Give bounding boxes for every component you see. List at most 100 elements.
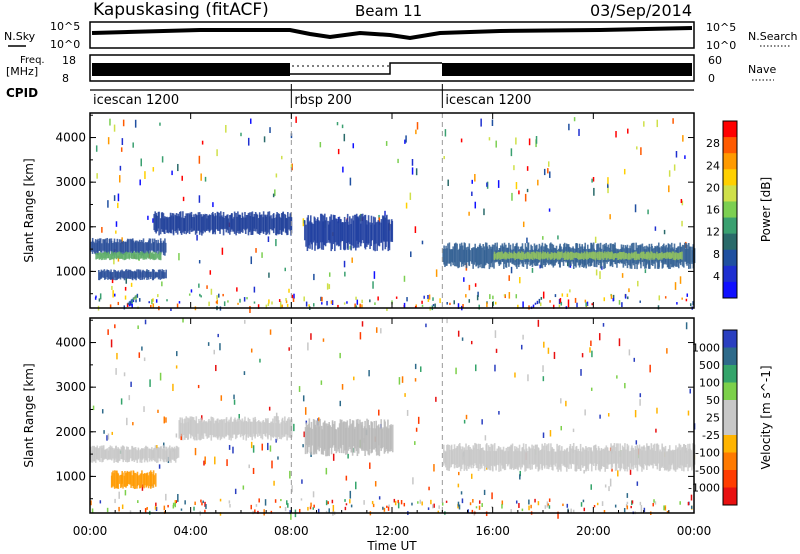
- scatter-point: [468, 211, 470, 216]
- echo-column: [184, 418, 186, 440]
- scatter-point: [331, 300, 334, 305]
- scatter-point: [234, 488, 237, 495]
- ground-scatter-point: [371, 500, 374, 505]
- echo-column: [146, 269, 148, 280]
- echo-column: [647, 251, 650, 259]
- echo-column: [113, 238, 116, 254]
- ground-scatter-point: [331, 499, 334, 504]
- echo-column: [350, 424, 353, 453]
- ground-scatter-point: [419, 499, 422, 504]
- echo-column: [483, 450, 486, 472]
- scatter-point: [386, 307, 388, 312]
- scatter-point: [233, 394, 235, 400]
- echo-column: [161, 242, 163, 252]
- ground-scatter-point: [596, 502, 599, 506]
- echo-column: [129, 238, 131, 254]
- echo-column: [524, 451, 526, 472]
- scatter-point: [542, 291, 545, 299]
- scatter-point: [113, 258, 115, 265]
- echo-column: [128, 449, 131, 460]
- echo-column: [168, 447, 170, 461]
- scatter-point: [302, 218, 305, 227]
- echo-column: [119, 270, 122, 278]
- echo-column: [100, 243, 103, 253]
- echo-column: [672, 451, 675, 470]
- ground-scatter-point: [172, 502, 175, 506]
- echo-column: [479, 243, 481, 268]
- ground-scatter-point: [90, 500, 92, 506]
- ground-scatter-point: [178, 301, 181, 304]
- colorbar-label: Power [dB]: [759, 177, 773, 242]
- echo-column: [166, 448, 169, 463]
- scatter-point: [175, 365, 178, 369]
- scatter-point: [639, 393, 642, 398]
- ground-scatter-point: [118, 506, 120, 512]
- scatter-point: [290, 512, 292, 520]
- scatter-point: [511, 192, 513, 201]
- colorbar-tick-label: 20: [706, 181, 720, 194]
- scatter-point: [444, 129, 447, 137]
- echo-column: [577, 448, 580, 469]
- cpid-label: CPID: [6, 86, 38, 100]
- echo-column: [146, 242, 149, 253]
- scatter-point: [378, 214, 380, 220]
- scatter-point: [161, 156, 164, 163]
- ground-scatter-point: [501, 500, 504, 506]
- y-tick-label: 4000: [55, 336, 86, 350]
- ground-scatter-point: [106, 507, 109, 513]
- echo-column: [279, 216, 281, 231]
- date-title: 03/Sep/2014: [590, 1, 692, 20]
- echo-column: [598, 448, 600, 471]
- echo-column: [343, 216, 346, 251]
- ground-scatter-point: [462, 304, 464, 309]
- echo-column: [206, 218, 208, 231]
- ground-scatter-point: [152, 303, 155, 308]
- echo-column: [171, 213, 174, 230]
- scatter-point: [303, 296, 305, 302]
- echo-column: [557, 445, 560, 468]
- echo-column: [375, 222, 377, 244]
- scatter-point: [161, 281, 163, 287]
- echo-column: [158, 447, 161, 459]
- echo-column: [104, 272, 106, 280]
- ground-scatter-point: [121, 504, 124, 510]
- colorbar-segment: [723, 470, 737, 488]
- ground-scatter-point: [465, 294, 467, 298]
- scatter-point: [345, 475, 348, 481]
- scatter-point: [491, 492, 493, 500]
- echo-column: [362, 428, 364, 451]
- scatter-point: [178, 253, 180, 261]
- echo-column: [486, 443, 488, 468]
- ground-scatter-point: [603, 509, 606, 514]
- echo-column: [202, 214, 205, 231]
- ground-scatter-point: [584, 299, 587, 303]
- echo-column: [211, 417, 214, 436]
- scatter-point: [483, 489, 486, 496]
- echo-column: [306, 217, 309, 252]
- echo-column: [122, 270, 124, 279]
- echo-column: [152, 470, 155, 485]
- ground-scatter-point: [494, 301, 497, 305]
- echo-column: [203, 420, 206, 434]
- scatter-point: [109, 118, 111, 126]
- scatter-point: [138, 352, 141, 358]
- scatter-point: [339, 352, 341, 359]
- ground-scatter-point: [593, 504, 596, 508]
- echo-column: [556, 251, 559, 260]
- echo-column: [135, 242, 137, 254]
- ground-scatter-point: [274, 499, 277, 503]
- echo-column: [188, 418, 190, 434]
- echo-column: [591, 451, 594, 465]
- ground-scatter-point: [544, 505, 547, 509]
- scatter-point: [120, 398, 123, 405]
- ground-scatter-point: [346, 301, 348, 304]
- nsky-label: N.Sky: [4, 30, 36, 43]
- ground-scatter-point: [501, 504, 503, 509]
- echo-column: [678, 443, 681, 469]
- scatter-point: [639, 399, 641, 406]
- echo-column: [585, 251, 588, 260]
- echo-column: [357, 423, 360, 454]
- echo-column: [659, 253, 661, 260]
- y-tick-label: 3000: [55, 380, 86, 394]
- ground-scatter-point: [267, 303, 270, 307]
